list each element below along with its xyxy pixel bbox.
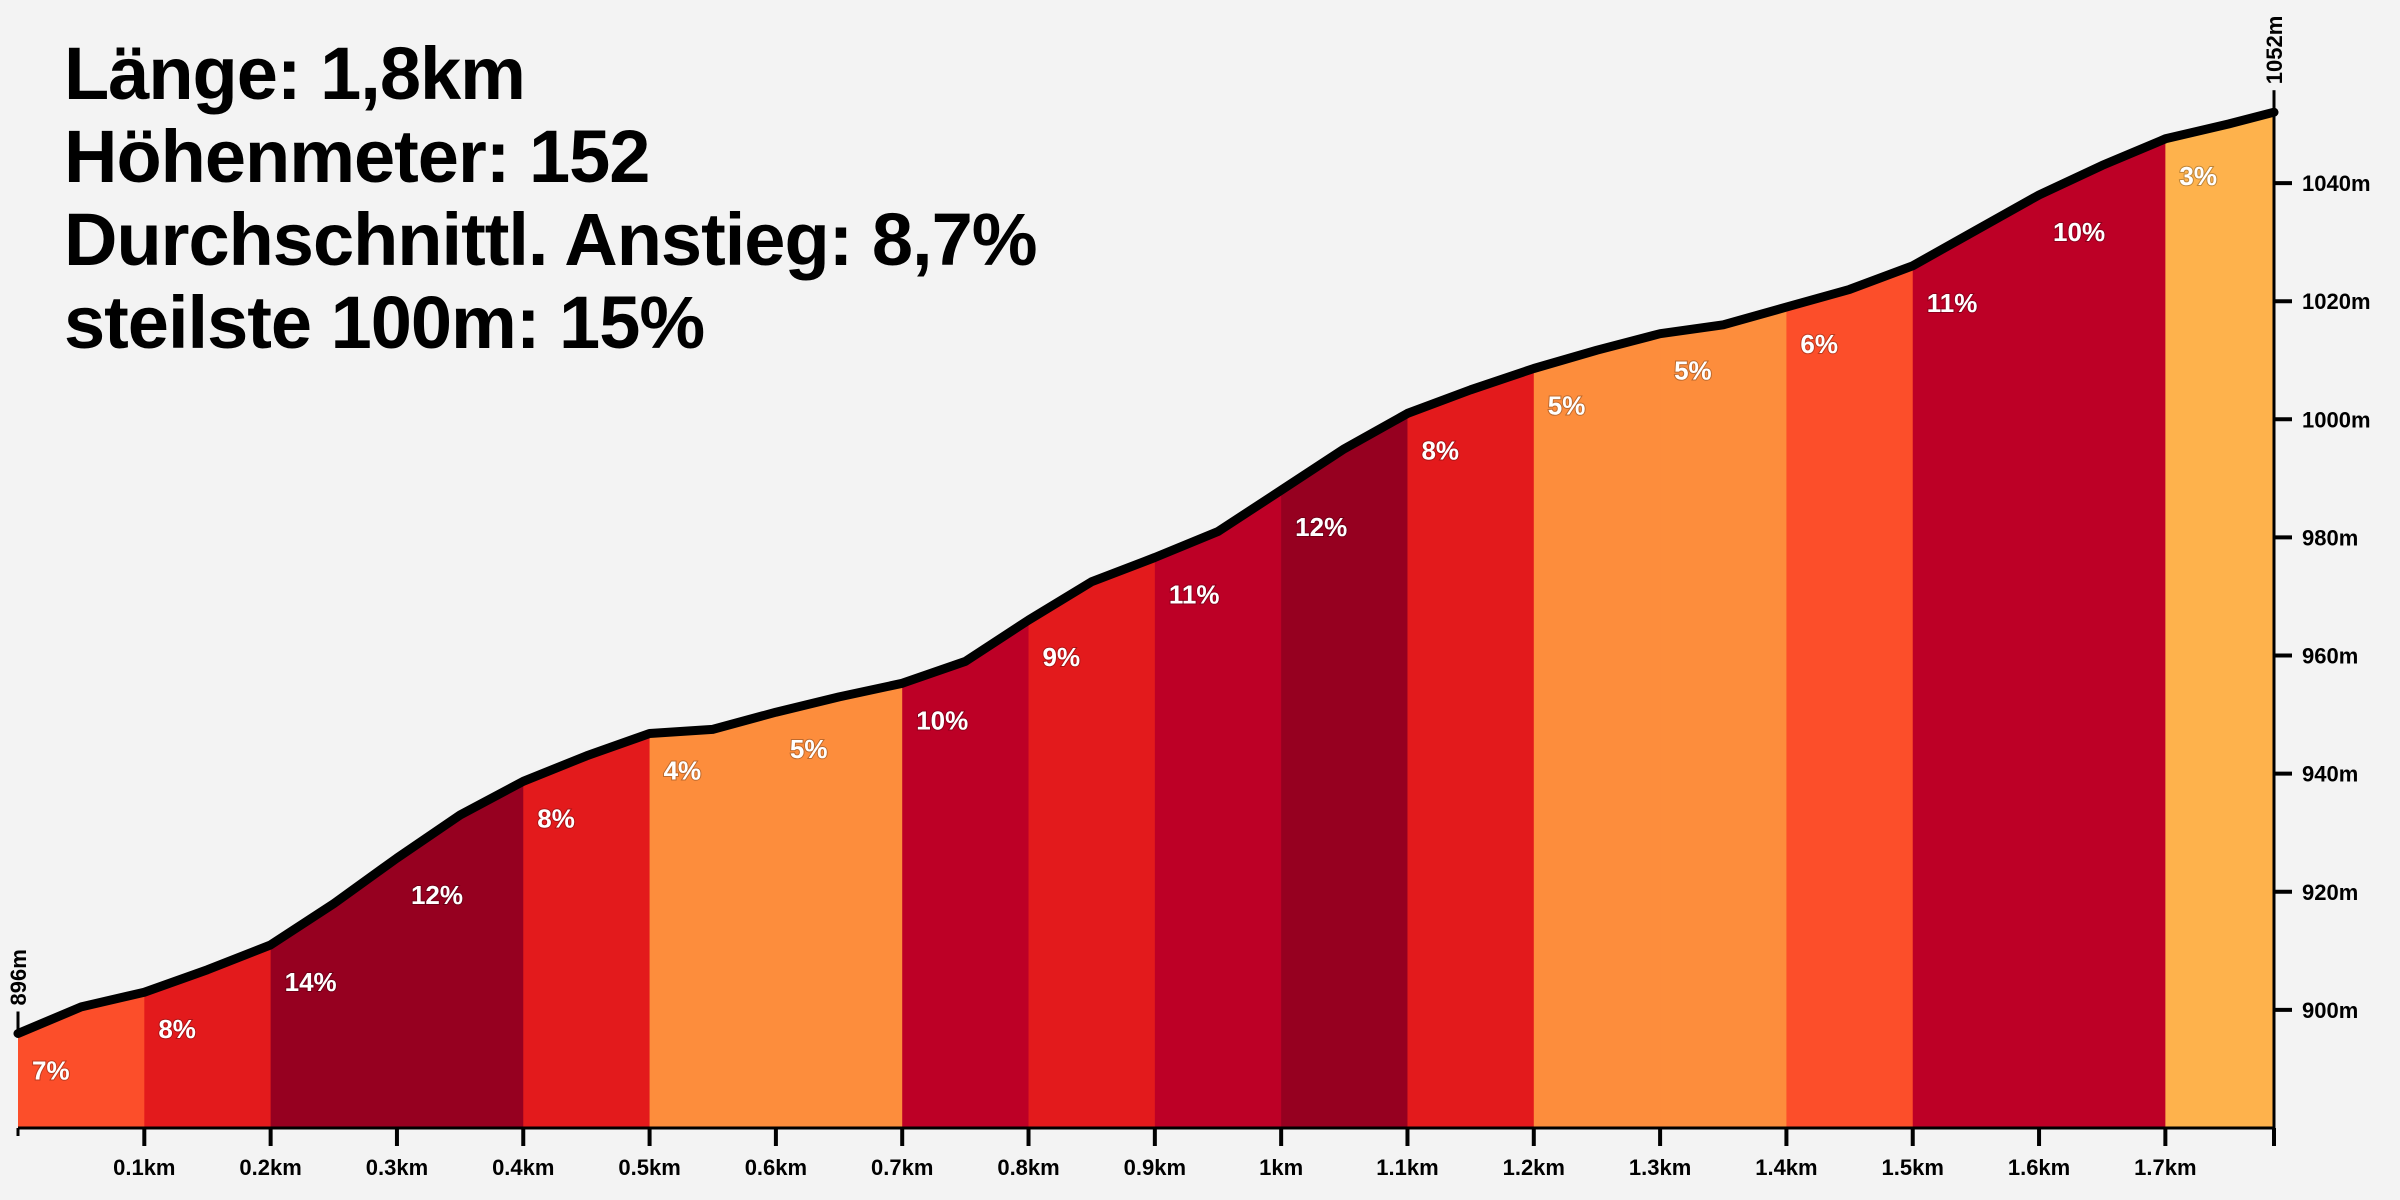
y-tick-label: 920m <box>2302 880 2358 905</box>
elevation-line <box>13 107 2279 1038</box>
gradient-label: 8% <box>537 803 575 833</box>
gradient-label: 11% <box>1927 288 1978 318</box>
x-tick-label: 0.4km <box>492 1155 554 1180</box>
x-tick-label: 1.6km <box>2008 1155 2070 1180</box>
stats-panel: Länge: 1,8km Höhenmeter: 152 Durchschnit… <box>64 32 1038 364</box>
gradient-segment <box>1786 112 1914 1128</box>
axes: 0.1km 0.2km 0.3km 0.4km 0.5km 0.6km 0.7km 0.8km… <box>6 16 2371 1180</box>
x-tick-label: 0.5km <box>618 1155 680 1180</box>
gradient-label: 9% <box>1043 642 1081 672</box>
x-tick-label: 1.7km <box>2134 1155 2196 1180</box>
gradient-segment <box>1533 112 1661 1128</box>
gradient-label: 5% <box>790 734 828 764</box>
average-gradient-stat: Durchschnittl. Anstieg: 8,7% <box>64 198 1038 281</box>
gradient-label: 10% <box>2053 217 2105 247</box>
x-tick-label: 0.6km <box>745 1155 807 1180</box>
steepest-stat: steilste 100m: 15% <box>64 281 705 364</box>
gradient-label: 10% <box>916 705 968 735</box>
gradient-labels: 7% 8% 14% 12% 8% 4% 5% 10% 9% 11% 12% 8% 5% 5% 6% 11% 10… <box>31 160 2218 1087</box>
y-tick-label: 1000m <box>2302 407 2371 432</box>
x-tick-label: 0.2km <box>239 1155 301 1180</box>
y-tick-label: 1020m <box>2302 289 2371 314</box>
gradient-label: 8% <box>1421 435 1459 465</box>
gradient-label: 5% <box>1674 356 1712 386</box>
x-tick-label: 1km <box>1259 1155 1303 1180</box>
gradient-label: 5% <box>1548 391 1586 421</box>
gradient-label: 4% <box>664 755 702 785</box>
gradient-label: 11% <box>1169 580 1220 610</box>
x-tick-label: 0.3km <box>366 1155 428 1180</box>
start-elevation-label: 896m <box>6 949 31 1005</box>
gradient-segment <box>1660 112 1787 1128</box>
gradient-segment <box>2039 112 2166 1128</box>
length-stat: Länge: 1,8km <box>64 32 526 115</box>
x-tick-label: 0.1km <box>113 1155 175 1180</box>
x-tick-label: 1.1km <box>1376 1155 1438 1180</box>
y-tick-label: 980m <box>2302 525 2358 550</box>
gradient-label: 6% <box>1800 329 1838 359</box>
gradient-label: 14% <box>285 967 337 997</box>
gradient-segment <box>1912 112 2040 1128</box>
gradient-label: 3% <box>2179 161 2217 191</box>
gradient-segment <box>2165 112 2274 1128</box>
x-tick-label: 1.5km <box>1882 1155 1944 1180</box>
y-tick-label: 960m <box>2302 644 2358 669</box>
end-elevation-label: 1052m <box>2262 16 2287 85</box>
x-tick-label: 1.4km <box>1755 1155 1817 1180</box>
x-tick-label: 0.8km <box>997 1155 1059 1180</box>
gradient-segment <box>1154 112 1282 1128</box>
gradient-label: 12% <box>1295 512 1347 542</box>
x-tick-label: 1.3km <box>1629 1155 1691 1180</box>
gradient-segment <box>1407 112 1535 1128</box>
gradient-label: 8% <box>158 1014 196 1044</box>
y-tick-label: 940m <box>2302 762 2358 787</box>
x-tick-label: 0.9km <box>1124 1155 1186 1180</box>
gradient-label: 12% <box>411 880 463 910</box>
gradient-label: 7% <box>32 1056 70 1086</box>
x-tick-label: 0.7km <box>871 1155 933 1180</box>
x-tick-label: 1.2km <box>1503 1155 1565 1180</box>
elevation-gain-stat: Höhenmeter: 152 <box>64 115 650 198</box>
y-tick-label: 900m <box>2302 998 2358 1023</box>
gradient-segment <box>1281 112 1408 1128</box>
y-tick-label: 1040m <box>2302 171 2371 196</box>
